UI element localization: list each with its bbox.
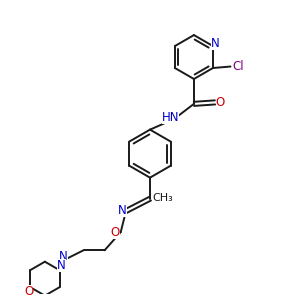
Text: HN: HN [162,111,179,124]
Text: O: O [111,226,120,239]
Text: N: N [118,204,127,217]
Text: O: O [216,96,225,109]
Text: Cl: Cl [232,60,244,73]
Text: N: N [59,250,68,262]
Text: O: O [24,285,33,298]
Text: N: N [57,259,65,272]
Text: CH₃: CH₃ [152,193,173,203]
Text: N: N [211,37,220,50]
